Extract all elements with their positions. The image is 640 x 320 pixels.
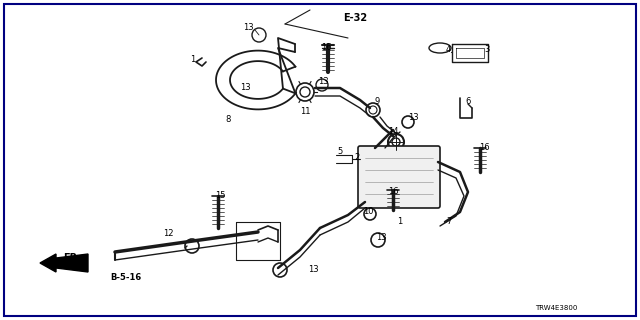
Text: 15: 15	[215, 191, 225, 201]
Text: 1: 1	[190, 55, 196, 65]
Text: 10: 10	[363, 207, 373, 217]
Text: 16: 16	[388, 188, 398, 196]
FancyBboxPatch shape	[358, 146, 440, 208]
Text: 13: 13	[408, 114, 419, 123]
Text: 13: 13	[317, 77, 328, 86]
Text: 6: 6	[465, 98, 470, 107]
Text: 12: 12	[163, 229, 173, 238]
Text: TRW4E3800: TRW4E3800	[535, 305, 577, 311]
Text: 13: 13	[240, 84, 250, 92]
Text: 13: 13	[308, 266, 318, 275]
Text: 5: 5	[337, 148, 342, 156]
Text: 3: 3	[484, 45, 490, 54]
Text: 16: 16	[479, 143, 490, 153]
Text: 8: 8	[225, 116, 230, 124]
Text: 11: 11	[300, 108, 310, 116]
Text: 1: 1	[397, 218, 403, 227]
Text: 9: 9	[374, 98, 380, 107]
Text: E-32: E-32	[343, 13, 367, 23]
Polygon shape	[40, 254, 88, 272]
Text: 14: 14	[388, 127, 398, 137]
Text: 13: 13	[243, 23, 253, 33]
Text: 16: 16	[321, 44, 332, 52]
Text: 13: 13	[376, 234, 387, 243]
Text: FR.: FR.	[63, 253, 81, 263]
Text: 2: 2	[355, 154, 360, 163]
Text: B-5-16: B-5-16	[110, 274, 141, 283]
Text: 7: 7	[446, 218, 452, 227]
Text: 4: 4	[445, 45, 451, 54]
